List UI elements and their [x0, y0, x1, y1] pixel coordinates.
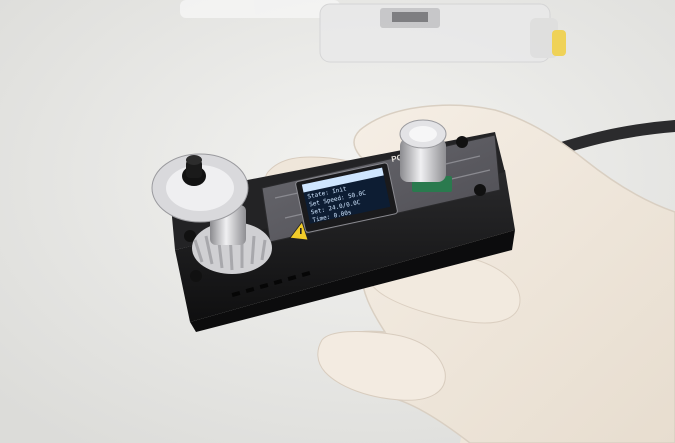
oled-display: State: Init Set Speed: 50.0C Set: 24.0/0… — [295, 162, 398, 233]
rotary-knob[interactable] — [399, 119, 452, 192]
rotor-platform[interactable] — [151, 153, 249, 223]
warning-triangle-icon — [289, 221, 309, 241]
vent-slots — [231, 271, 311, 297]
background-pipette — [180, 0, 566, 63]
screws — [184, 136, 486, 282]
device: PC State: Init Set Speed: 50.0C Set: 24.… — [151, 119, 515, 332]
board-label: PC — [391, 153, 404, 164]
